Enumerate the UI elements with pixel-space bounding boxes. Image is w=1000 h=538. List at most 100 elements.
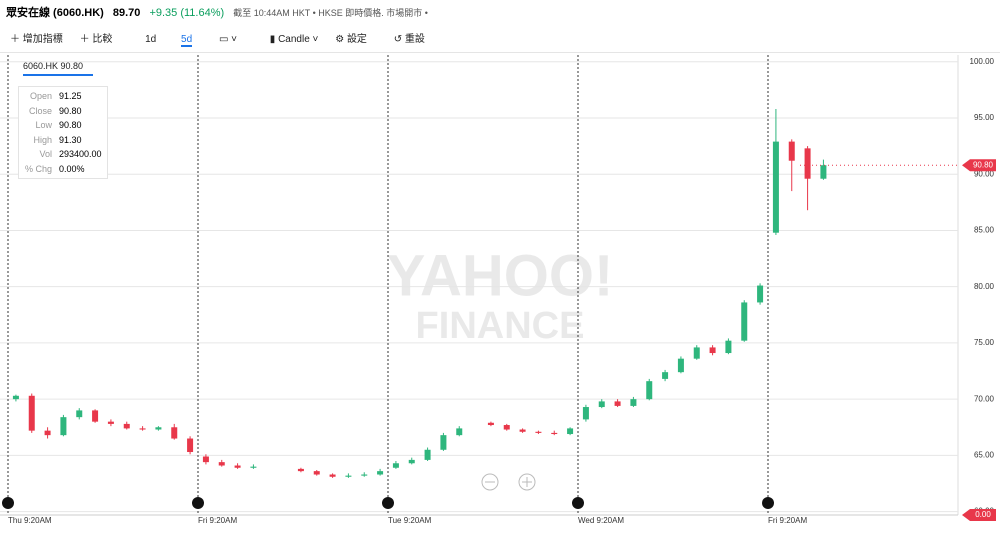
candle-body: [329, 474, 336, 477]
candle-body: [646, 381, 653, 400]
candle-body: [171, 427, 178, 439]
candle-body: [250, 466, 257, 468]
candle-body: [519, 429, 526, 432]
tooltip-value: 91.25: [59, 91, 82, 101]
candle-body: [440, 435, 447, 450]
candle-body: [60, 417, 67, 436]
tooltip-key: Close: [28, 105, 52, 116]
tooltip-key: High: [33, 134, 52, 145]
tooltip-key: Open: [29, 91, 52, 101]
candle-body: [709, 347, 716, 354]
candle-body: [361, 474, 368, 476]
chart-type[interactable]: ▮ Candle ˅: [269, 34, 319, 45]
watermark: FINANCE: [416, 305, 585, 347]
tooltip-row: % Chg 0.00%: [19, 162, 107, 177]
candle-body: [725, 340, 732, 354]
candle-body: [377, 471, 384, 475]
y-tick-label: 80.00: [974, 282, 995, 291]
y-tick-label: 75.00: [974, 338, 995, 347]
tooltip-row: Low 90.80: [19, 118, 107, 133]
candle-body: [424, 449, 431, 460]
tooltip-row: Open 91.25: [19, 89, 107, 104]
candle-body: [598, 401, 605, 408]
candle-body: [741, 302, 748, 341]
candle-body: [567, 428, 574, 435]
x-tick-label: Fri 9:20AM: [768, 516, 807, 525]
candle-body: [76, 410, 83, 418]
candle-body: [772, 141, 779, 233]
candle-body: [487, 422, 494, 426]
session-marker: [762, 497, 774, 509]
compare[interactable]: ＋ 比較: [79, 34, 113, 45]
x-tick-label: Tue 9:20AM: [388, 516, 432, 525]
stock-name: 眾安在線 (6060.HK): [6, 7, 104, 19]
candle-body: [297, 468, 304, 472]
settings[interactable]: ⚙ 設定: [335, 34, 367, 45]
tooltip-symbol: 6060.HK 90.80: [23, 61, 84, 71]
candle-body: [677, 358, 684, 373]
zoom-in[interactable]: [518, 473, 536, 491]
candle-body: [345, 475, 352, 477]
candle-body: [187, 438, 194, 453]
tooltip: 6060.HK 90.80 Open 91.25 Close 90.80 Low 90.80…: [18, 61, 108, 179]
candle-body: [44, 430, 51, 436]
candle-body: [155, 427, 162, 430]
candle-body: [456, 428, 463, 436]
y-tick-label: 70.00: [974, 394, 995, 403]
candle-body: [535, 431, 542, 433]
status: 截至 10:44AM HKT • HKSE 即時價格. 市場開市 •: [233, 8, 428, 18]
candle-body: [218, 462, 225, 466]
candle-body: [392, 463, 399, 468]
candle-body: [234, 465, 241, 468]
tooltip-row: Vol 293400.00: [19, 147, 107, 162]
session-marker: [2, 497, 14, 509]
tooltip-key: % Chg: [24, 163, 52, 174]
candle-body: [408, 459, 415, 464]
candle-body: [551, 432, 558, 435]
volume-tag: [962, 509, 996, 521]
range-1d[interactable]: 1d: [145, 34, 157, 45]
candle-body: [757, 285, 764, 303]
change: +9.35 (11.64%): [149, 7, 225, 19]
session-marker: [192, 497, 204, 509]
y-tick-label: 100.00: [970, 57, 995, 66]
candle-body: [693, 347, 700, 359]
candle-body: [503, 425, 510, 430]
tooltip-value: 91.30: [59, 134, 82, 145]
divider: [0, 52, 1000, 53]
tooltip-key: Vol: [39, 149, 52, 159]
last-price-label: 90.80: [973, 160, 994, 169]
y-tick-label: 65.00: [974, 451, 995, 460]
add-indicator[interactable]: ＋ 增加指標: [10, 34, 63, 45]
candle-body: [123, 423, 130, 429]
price: 89.70: [112, 7, 141, 19]
candle-body: [614, 401, 621, 406]
date-picker[interactable]: ▭ ˅: [218, 34, 238, 45]
tooltip-value: 90.80: [59, 120, 82, 130]
header: 眾安在線 (6060.HK) 89.70 +9.35 (11.64%) 截至 1…: [6, 4, 434, 20]
candle-body: [92, 410, 99, 422]
candle-body: [820, 165, 827, 179]
toolbar: ＋ 增加指標 ＋ 比較 1d 5d ▭ ˅ ▮ Candle ˅ ⚙ 設定 ↺ …: [10, 30, 439, 47]
tooltip-value: 293400.00: [59, 149, 102, 159]
range-5d[interactable]: 5d: [181, 34, 193, 47]
x-tick-label: Thu 9:20AM: [8, 516, 52, 525]
candle-body: [788, 141, 795, 161]
candle-body: [582, 407, 589, 420]
tooltip-row: Close 90.80: [19, 104, 107, 119]
candle-body: [313, 471, 320, 475]
watermark: YAHOO!: [387, 243, 614, 308]
candle-body: [630, 399, 637, 406]
reset[interactable]: ↺ 重設: [393, 34, 425, 45]
tooltip-key: Low: [35, 120, 52, 130]
tooltip-value: 90.80: [59, 105, 82, 116]
x-tick-label: Fri 9:20AM: [198, 516, 237, 525]
candle-body: [28, 395, 35, 431]
candle-body: [804, 148, 811, 179]
tooltip-title: 6060.HK 90.80: [23, 59, 93, 76]
candle-body: [662, 372, 669, 379]
tooltip-value: 0.00%: [59, 163, 85, 174]
zoom-out[interactable]: [481, 473, 499, 491]
